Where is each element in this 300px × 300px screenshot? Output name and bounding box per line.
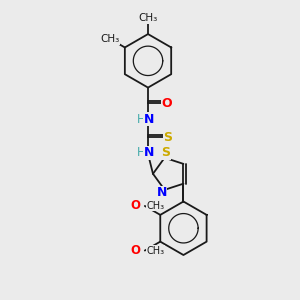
Text: N: N — [144, 113, 154, 126]
Text: CH₃: CH₃ — [147, 246, 165, 256]
Text: H: H — [137, 113, 146, 126]
Text: CH₃: CH₃ — [147, 201, 165, 211]
Text: H: H — [137, 146, 146, 160]
Text: N: N — [157, 186, 167, 199]
Text: CH₃: CH₃ — [100, 34, 120, 44]
Text: S: S — [161, 146, 170, 159]
Text: N: N — [144, 146, 154, 160]
Text: O: O — [131, 200, 141, 212]
Text: O: O — [131, 244, 141, 257]
Text: O: O — [161, 97, 172, 110]
Text: CH₃: CH₃ — [138, 13, 158, 23]
Text: S: S — [163, 130, 172, 144]
